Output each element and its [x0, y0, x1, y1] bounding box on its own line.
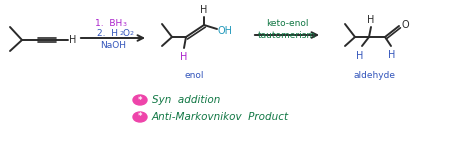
- Text: H: H: [388, 50, 396, 60]
- Text: O: O: [123, 30, 130, 38]
- Text: keto-enol: keto-enol: [266, 18, 308, 28]
- Text: H: H: [180, 52, 188, 62]
- Text: Syn  addition: Syn addition: [152, 95, 220, 105]
- Text: 1.  BH: 1. BH: [95, 20, 123, 28]
- Text: aldehyde: aldehyde: [354, 70, 396, 80]
- Text: enol: enol: [184, 70, 204, 80]
- Text: tautomerism: tautomerism: [258, 31, 316, 41]
- Text: *: *: [138, 112, 142, 121]
- Text: NaOH: NaOH: [100, 42, 126, 51]
- Text: H: H: [69, 35, 76, 45]
- Text: H: H: [356, 51, 364, 61]
- Text: OH: OH: [218, 26, 233, 36]
- Text: Anti-Markovnikov  Product: Anti-Markovnikov Product: [152, 112, 289, 122]
- Text: O: O: [402, 20, 410, 30]
- Text: 2: 2: [130, 31, 134, 36]
- Text: H: H: [201, 5, 208, 15]
- Text: H: H: [367, 15, 374, 25]
- Text: 2.  H: 2. H: [98, 30, 118, 38]
- Text: *: *: [138, 96, 142, 104]
- Ellipse shape: [133, 95, 147, 105]
- Text: 3: 3: [123, 22, 127, 27]
- Text: 2: 2: [120, 31, 124, 36]
- Ellipse shape: [133, 112, 147, 122]
